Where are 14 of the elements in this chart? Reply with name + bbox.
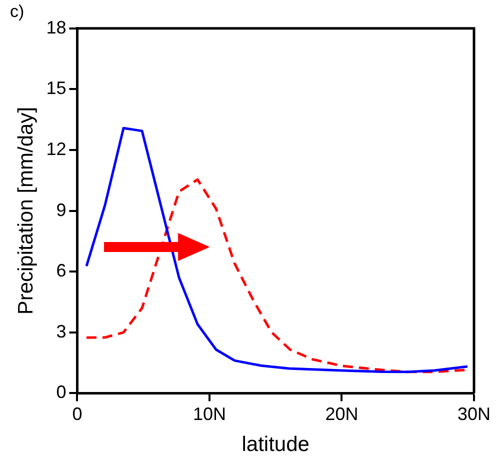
x-tick-label: 10N	[192, 404, 226, 424]
y-tick-label: 6	[56, 260, 66, 281]
x-axis-title: latitude	[242, 433, 310, 456]
y-tick-label: 15	[46, 78, 66, 98]
x-tick-label: 0	[72, 404, 82, 424]
y-tick-label: 9	[56, 200, 66, 220]
x-tick-label: 20N	[325, 404, 358, 424]
y-tick-label: 12	[46, 138, 66, 159]
y-tick-label: 0	[56, 382, 66, 402]
x-tick-label: 30N	[457, 404, 491, 424]
y-tick-label: 18	[46, 17, 66, 38]
y-tick-label: 3	[56, 321, 66, 342]
y-axis-title: Precipitation [mm/day]	[14, 106, 38, 315]
chart-title: c)	[10, 2, 24, 21]
